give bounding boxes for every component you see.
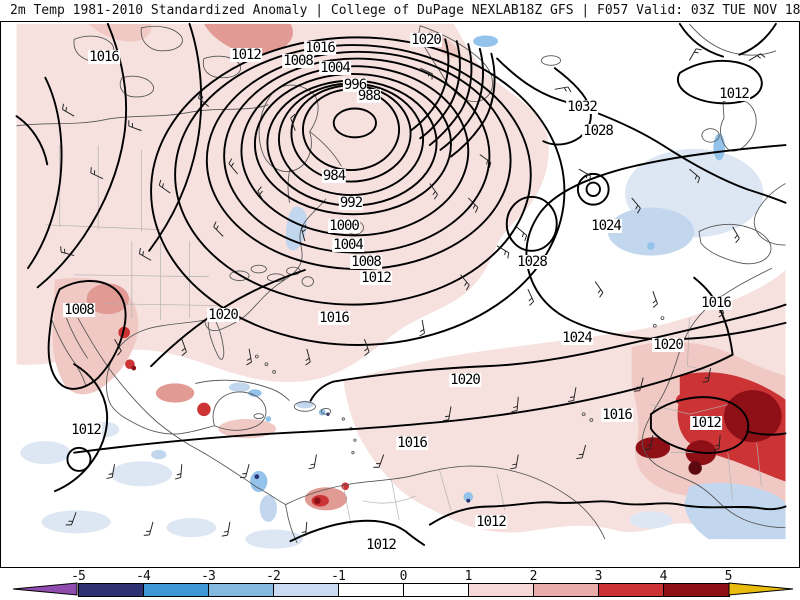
wind-barb [305, 348, 311, 366]
wind-barb [299, 521, 308, 538]
colorbar-tick-label: -1 [331, 569, 346, 584]
colorbar-segment [664, 584, 729, 596]
wind-barb [239, 464, 250, 479]
wind-barb [290, 113, 296, 131]
low-pressure-rings [150, 36, 566, 346]
model-run-info: 18Z GFS | F057 Valid: 03Z TUE NOV 18 202… [518, 3, 800, 18]
wind-barb [60, 246, 75, 257]
wind-barb [467, 197, 479, 213]
colorbar-tick-label: -2 [266, 569, 281, 584]
wind-barb [181, 339, 187, 356]
wind-barb [578, 168, 591, 182]
wind-barb [594, 281, 604, 298]
wind-barb [65, 512, 77, 526]
wind-barb [228, 158, 238, 175]
wind-barb [511, 396, 519, 413]
wind-barb [460, 274, 470, 291]
colorbar-segment [534, 584, 599, 596]
greenland-gradient-pack [409, 38, 496, 158]
colorbar-left-arrow [12, 582, 78, 596]
wind-barb [174, 464, 183, 480]
colorbar-segment [339, 584, 404, 596]
wind-barb [246, 348, 252, 366]
wind-barb [576, 444, 587, 459]
wind-barb [257, 186, 265, 203]
wind-barb [429, 183, 438, 200]
wind-barb [221, 521, 231, 537]
wind-barb [732, 226, 740, 244]
colorbar-segment [209, 584, 274, 596]
colorbar-tick-label: 3 [594, 569, 603, 584]
wind-barb [158, 179, 171, 194]
wind-barb [420, 67, 433, 80]
title-bar: 2m Temp 1981-2010 Standardized Anomaly |… [0, 0, 800, 22]
wind-barb [364, 339, 370, 356]
colorbar-segment [144, 584, 209, 596]
wind-barb [373, 454, 385, 468]
wind-barb [748, 53, 766, 61]
wind-barbs [60, 48, 766, 538]
wind-barb [197, 92, 210, 107]
wind-barb [143, 521, 154, 536]
wind-barb [567, 387, 577, 403]
wind-barb [213, 221, 224, 237]
colorbar-tick-label: 1 [464, 569, 473, 584]
colorbar-tick-label: -4 [136, 569, 151, 584]
wind-barb [128, 120, 142, 132]
isobar-contours [15, 22, 787, 546]
wind-barb [713, 435, 721, 451]
wind-barb [419, 319, 425, 337]
anomaly-colorbar: -5 -4 -3 -2 -1 0 1 2 3 4 5 [0, 568, 800, 600]
wind-barb [106, 464, 116, 479]
colorbar-segment [469, 584, 534, 596]
wind-barb [644, 435, 654, 451]
wind-barb [631, 197, 641, 214]
wind-barb [633, 377, 644, 392]
wind-barb [479, 154, 492, 169]
colorbar-segment [404, 584, 469, 596]
wind-barb [516, 226, 528, 241]
wind-barb [442, 406, 452, 422]
colorbar-segments [78, 583, 730, 597]
wind-barb [308, 454, 317, 470]
wind-barb [300, 224, 307, 242]
wind-barb [510, 454, 519, 470]
wind-barb [688, 48, 702, 61]
map-canvas: 1016 1012 1016 1008 1004 996 988 1020 984 992 1000… [0, 22, 800, 568]
colorbar-segment [599, 584, 664, 596]
wind-barb [689, 168, 701, 184]
colorbar-segment [274, 584, 339, 596]
colorbar-tick-label: 0 [399, 569, 408, 584]
wind-barb [652, 290, 658, 308]
wind-barb [62, 103, 75, 117]
wind-barb [527, 289, 535, 306]
colorbar-right-arrow [728, 582, 794, 596]
colorbar-tick-label: -5 [71, 569, 86, 584]
map-graphics [15, 22, 787, 549]
wind-barb [90, 167, 104, 180]
colorbar-segment [79, 584, 144, 596]
wind-barb [114, 338, 122, 356]
wind-barb [496, 245, 510, 259]
wind-barb [138, 247, 152, 261]
colorbar-tick-label: 4 [659, 569, 668, 584]
wind-barb [554, 86, 572, 93]
product-title: 2m Temp 1981-2010 Standardized Anomaly |… [10, 3, 519, 18]
wind-barb [702, 367, 712, 383]
colorbar-tick-label: 2 [529, 569, 538, 584]
colorbar-tick-label: 5 [724, 569, 733, 584]
colorbar-tick-label: -3 [201, 569, 216, 584]
